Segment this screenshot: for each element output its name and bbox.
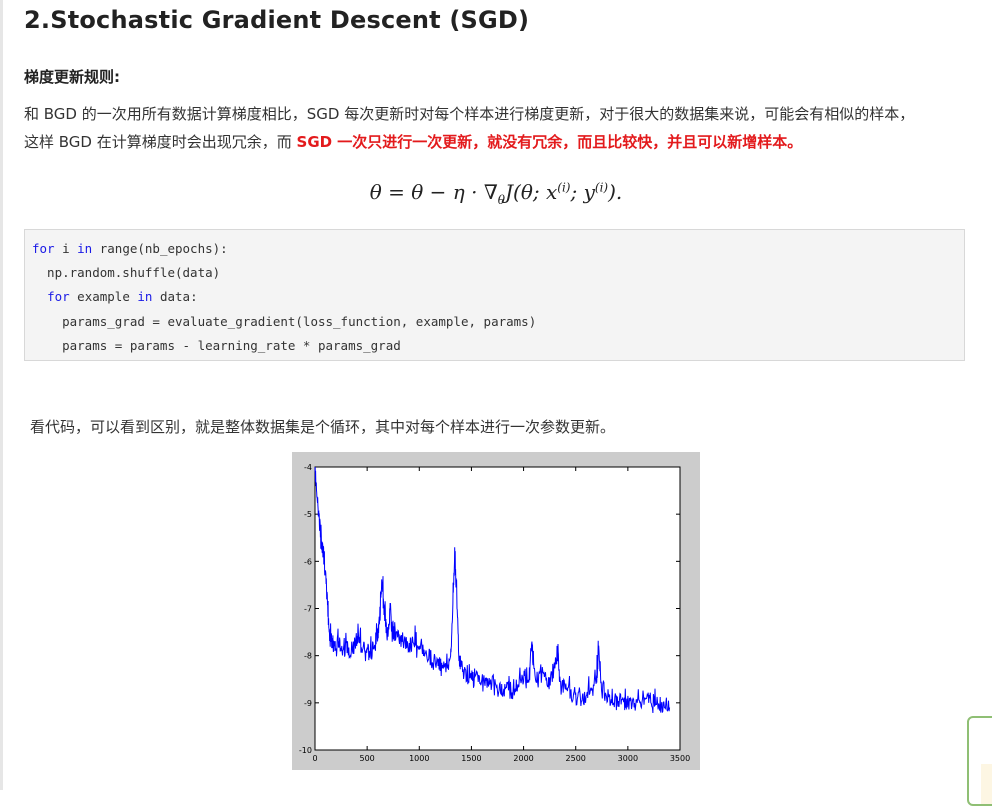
x-tick-label: 500	[360, 754, 375, 763]
formula-rhs-b: J(θ; x	[505, 180, 558, 204]
paragraph-line1: 和 BGD 的一次用所有数据计算梯度相比，SGD 每次更新时对每个样本进行梯度更…	[24, 105, 915, 123]
code-token: range(nb_epochs):	[92, 241, 228, 256]
section-heading: 2.Stochastic Gradient Descent (SGD)	[24, 6, 530, 34]
code-line: for example in data:	[32, 285, 957, 309]
formula-mid: ; y	[570, 180, 595, 204]
x-tick-label: 0	[312, 754, 317, 763]
sgd-update-formula: θ = θ − η · ∇θJ(θ; x(i); y(i)).	[24, 180, 968, 207]
code-token	[32, 289, 47, 304]
code-block[interactable]: for i in range(nb_epochs): np.random.shu…	[24, 229, 965, 361]
code-token: params_grad = evaluate_gradient(loss_fun…	[32, 313, 537, 329]
x-tick-label: 2500	[566, 754, 586, 763]
floating-widget-inner	[981, 764, 992, 804]
formula-sup1: (i)	[557, 180, 571, 195]
y-tick-label: -7	[304, 605, 312, 614]
code-token: example	[69, 289, 138, 305]
subheading-update-rule: 梯度更新规则:	[24, 68, 120, 86]
formula-sup2: (i)	[594, 180, 609, 195]
formula-eq: =	[381, 180, 412, 204]
code-line: params = params - learning_rate * params…	[32, 334, 957, 358]
y-tick-label: -10	[299, 746, 312, 755]
code-token: data:	[152, 289, 198, 305]
x-tick-label: 3500	[670, 754, 690, 763]
code-keyword: in	[77, 241, 93, 256]
code-line: np.random.shuffle(data)	[32, 261, 957, 285]
loss-series-line	[314, 466, 671, 714]
sgd-explanation-paragraph: 和 BGD 的一次用所有数据计算梯度相比，SGD 每次更新时对每个样本进行梯度更…	[24, 100, 968, 156]
formula-sub: θ	[497, 193, 506, 207]
code-keyword: for	[32, 241, 55, 256]
paragraph-line2: 这样 BGD 在计算梯度时会出现冗余，而	[24, 133, 297, 151]
code-keyword: in	[137, 289, 153, 305]
y-tick-label: -4	[304, 463, 312, 472]
y-tick-label: -8	[304, 652, 312, 661]
loss-curve-chart: 0 500 1000 1500 2000 2500 3000 3500 -4 -5 -6 -7 -8 -9…	[299, 463, 690, 763]
x-tick-label: 3000	[618, 754, 638, 763]
left-border	[0, 0, 3, 790]
formula-lhs: θ	[369, 180, 382, 204]
formula-end: ).	[608, 180, 623, 204]
paragraph-highlight: SGD 一次只进行一次更新，就没有冗余，而且比较快，并且可以新增样本。	[296, 133, 803, 151]
y-tick-label: -9	[304, 699, 312, 708]
loss-curve-figure: 0 500 1000 1500 2000 2500 3000 3500 -4 -5 -6 -7 -8 -9…	[292, 452, 700, 770]
y-tick-label: -5	[304, 510, 312, 519]
code-line: params_grad = evaluate_gradient(loss_fun…	[32, 310, 957, 334]
formula-rhs-a: θ − η · ∇	[411, 180, 498, 204]
x-tick-label: 2000	[513, 754, 533, 763]
x-tick-label: 1000	[409, 754, 429, 763]
code-explanation-paragraph: 看代码，可以看到区别，就是整体数据集是个循环，其中对每个样本进行一次参数更新。	[30, 418, 616, 436]
code-token: np.random.shuffle(data)	[32, 265, 221, 281]
x-tick-label: 1500	[461, 754, 481, 763]
code-token: params = params - learning_rate * params…	[32, 337, 401, 353]
code-line: for i in range(nb_epochs):	[32, 237, 957, 261]
y-tick-label: -6	[304, 557, 312, 566]
floating-widget[interactable]	[967, 716, 992, 806]
code-token: i	[54, 241, 78, 256]
code-keyword: for	[47, 289, 70, 305]
